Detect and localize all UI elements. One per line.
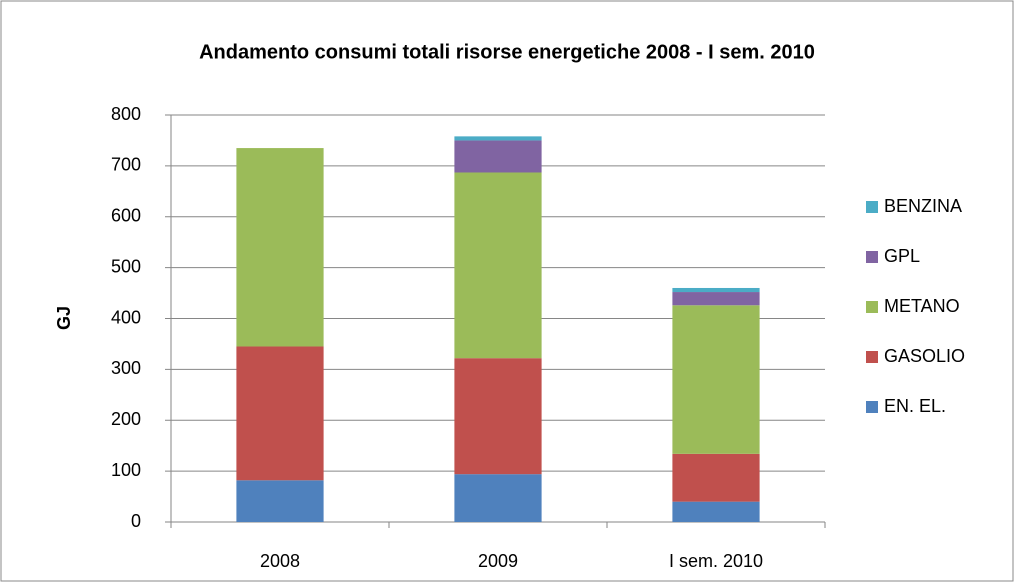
chart-title: Andamento consumi totali risorse energet…: [199, 41, 815, 63]
bar-segment: [672, 453, 760, 502]
y-tick-label: 600: [111, 206, 141, 226]
legend-label: GPL: [884, 246, 920, 266]
legend-label: METANO: [884, 296, 960, 316]
bar-segment: [672, 292, 760, 306]
y-tick-label: 0: [131, 511, 141, 531]
bar-segment: [236, 148, 324, 347]
legend-swatch: [866, 301, 878, 313]
x-tick-label: 2009: [478, 551, 518, 571]
x-tick-label: 2008: [260, 551, 300, 571]
y-tick-label: 300: [111, 358, 141, 378]
y-tick-label: 700: [111, 155, 141, 175]
legend-label: GASOLIO: [884, 346, 965, 366]
y-tick-label: 200: [111, 409, 141, 429]
bar-segment: [454, 140, 542, 173]
legend-swatch: [866, 351, 878, 363]
y-tick-label: 100: [111, 460, 141, 480]
bar-segment: [236, 480, 324, 522]
bar-segment: [672, 305, 760, 454]
y-tick-label: 400: [111, 307, 141, 327]
bar-segment: [454, 358, 542, 475]
legend-swatch: [866, 401, 878, 413]
bar-segment: [454, 136, 542, 141]
bar-segment: [236, 346, 324, 481]
bar-segment: [672, 287, 760, 293]
y-tick-label: 500: [111, 256, 141, 276]
y-tick-label: 800: [111, 104, 141, 124]
bar-segment: [454, 172, 542, 359]
legend-swatch: [866, 251, 878, 263]
bar-segment: [672, 501, 760, 522]
x-tick-label: I sem. 2010: [669, 551, 763, 571]
bar-segment: [454, 474, 542, 522]
legend-label: BENZINA: [884, 196, 962, 216]
y-axis-label: GJ: [54, 306, 74, 330]
legend-label: EN. EL.: [884, 396, 946, 416]
legend-swatch: [866, 201, 878, 213]
